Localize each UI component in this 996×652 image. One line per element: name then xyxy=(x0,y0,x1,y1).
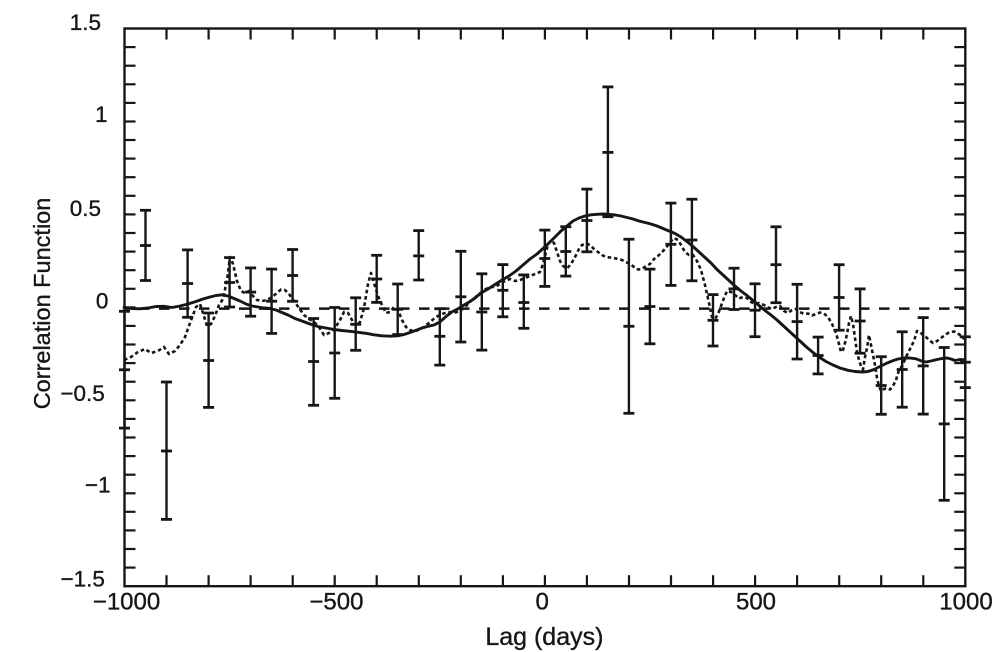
svg-text:1: 1 xyxy=(95,102,108,127)
svg-text:−1000: −1000 xyxy=(93,589,160,616)
svg-text:Correlation Function: Correlation Function xyxy=(29,198,55,410)
svg-text:−0.5: −0.5 xyxy=(60,381,104,406)
svg-text:1000: 1000 xyxy=(939,589,992,616)
svg-text:−500: −500 xyxy=(309,589,363,616)
svg-text:500: 500 xyxy=(736,589,776,616)
svg-text:−1.5: −1.5 xyxy=(60,567,104,592)
svg-text:0: 0 xyxy=(96,288,109,313)
svg-text:0: 0 xyxy=(536,589,549,616)
svg-text:1.5: 1.5 xyxy=(70,10,101,35)
svg-text:−1: −1 xyxy=(85,473,111,498)
svg-text:0.5: 0.5 xyxy=(70,196,101,221)
svg-text:Lag (days): Lag (days) xyxy=(485,623,603,651)
